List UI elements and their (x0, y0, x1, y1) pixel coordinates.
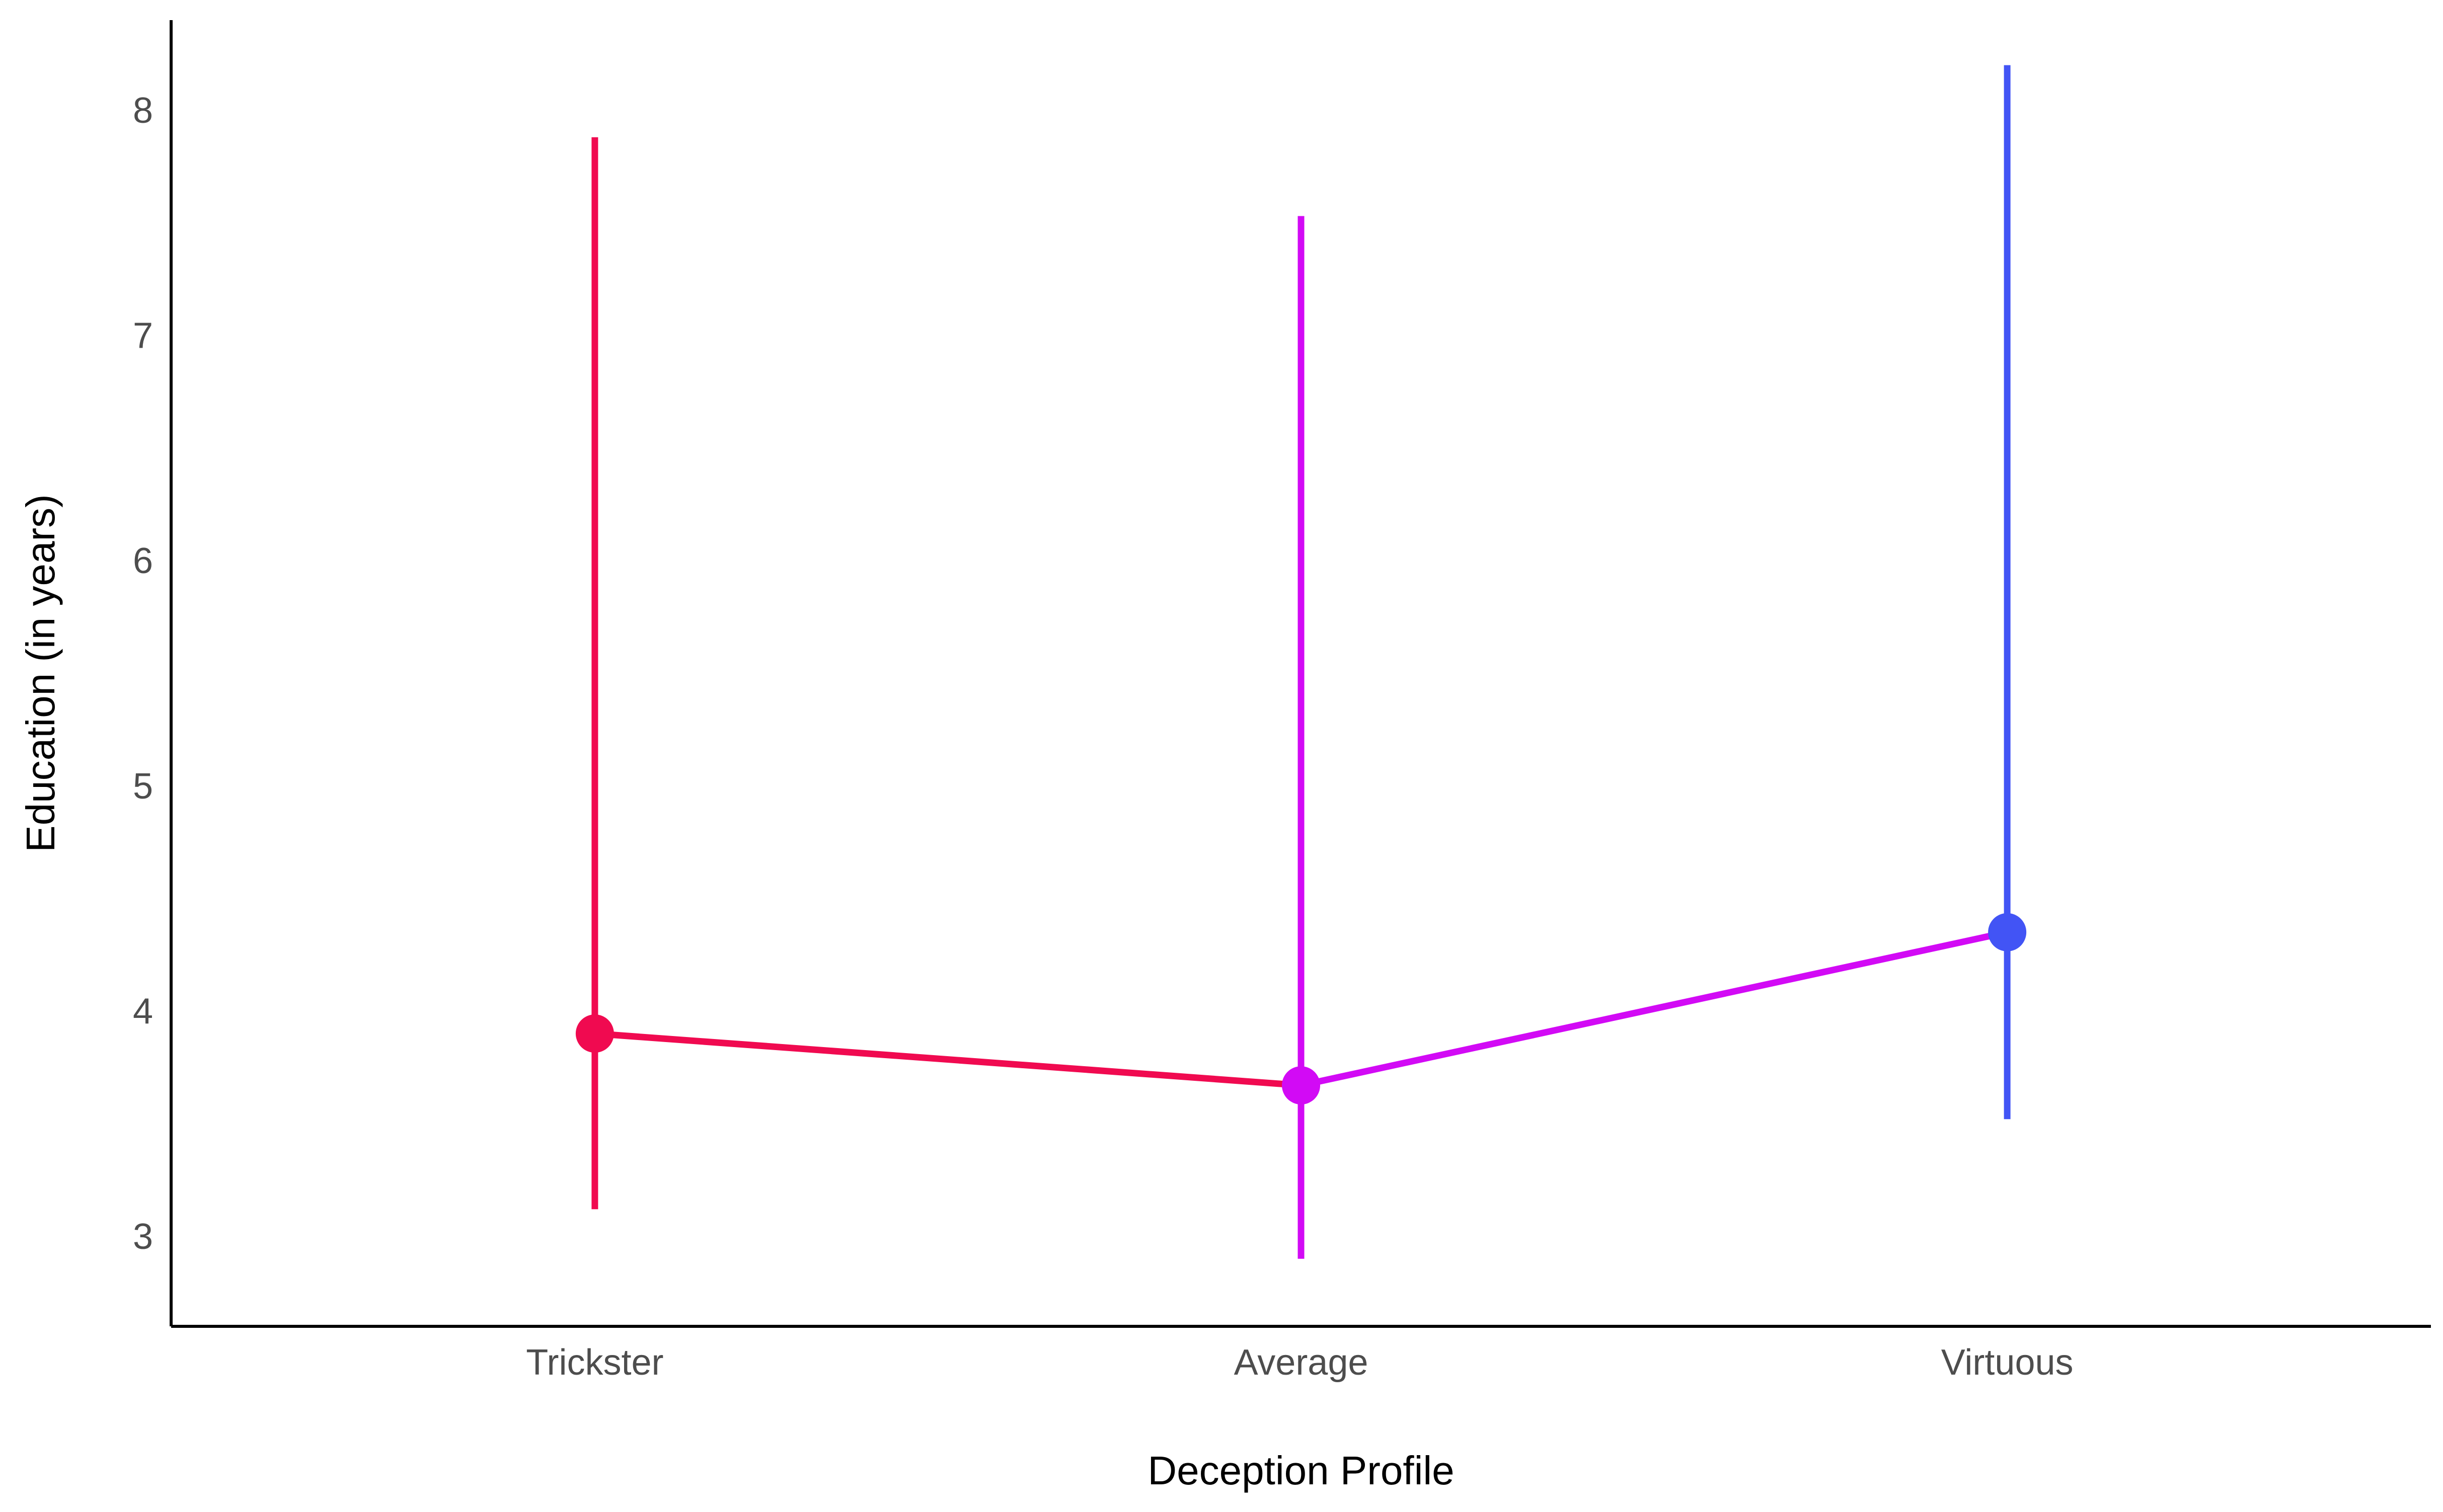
y-axis-title: Education (in years) (18, 494, 63, 852)
y-tick-labels: 3 4 5 6 7 8 (133, 91, 153, 1257)
x-tick-label: Virtuous (1941, 1342, 2074, 1383)
y-tick-label: 6 (133, 541, 153, 581)
data-points (575, 913, 2027, 1105)
series-segment (1297, 929, 2011, 1089)
data-point (1988, 913, 2027, 951)
data-point (575, 1014, 614, 1053)
y-tick-label: 3 (133, 1217, 153, 1257)
x-tick-label: Average (1234, 1342, 1368, 1383)
series-lines (591, 929, 2011, 1089)
x-tick-label: Trickster (526, 1342, 663, 1383)
y-tick-label: 7 (133, 316, 153, 356)
series-segment (591, 1030, 1305, 1089)
y-tick-label: 5 (133, 766, 153, 807)
data-point (1282, 1066, 1320, 1105)
y-tick-label: 8 (133, 91, 153, 131)
axes (170, 20, 2431, 1328)
y-tick-label: 4 (133, 991, 153, 1031)
x-axis-title: Deception Profile (1148, 1448, 1454, 1493)
x-tick-labels: Trickster Average Virtuous (526, 1342, 2073, 1383)
